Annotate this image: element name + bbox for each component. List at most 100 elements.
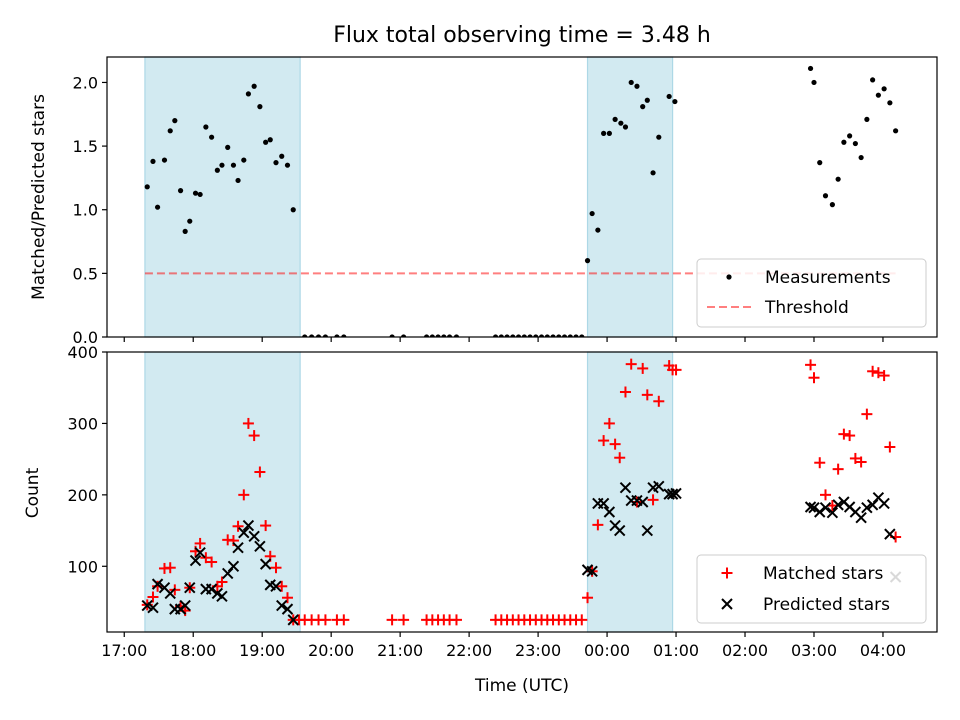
measurement-point [251,83,257,89]
measurement-point [177,188,184,194]
measurement-point [650,170,656,176]
observing-band [144,56,301,338]
predicted-star-point [641,524,654,537]
predicted-star-point [189,554,202,567]
measurement-point [606,130,612,136]
predicted-star-point [276,599,288,612]
matched-star-point [653,395,665,407]
matched-star-point [641,389,653,401]
matched-star-point [819,489,831,501]
measurement-point [209,134,215,140]
measurement-point [214,167,220,173]
measurement-point [498,334,504,337]
predicted-star-point [232,542,244,554]
matched-star-point [232,520,244,532]
measurement-point [453,334,460,337]
y-tick-label: 1.0 [73,201,98,220]
y-tick-label: 0.5 [73,264,98,283]
legend-label-matched: Matched stars [763,564,883,584]
matched-star-point [592,519,604,531]
top-y-axis-label: Matched/Predicted stars [29,94,49,300]
observing-band [586,56,674,338]
matched-star-point [849,452,861,464]
legend-bottom: Matched stars Predicted stars [696,554,927,624]
predicted-star-point [804,501,817,513]
measurement-point [435,334,441,337]
measurement-point [167,128,173,134]
predicted-star-point [884,528,896,540]
measurement-point [847,133,853,139]
matched-star-point [872,367,884,379]
x-tick-label: 00:00 [584,641,630,660]
measurement-point [527,334,533,337]
y-tick-label: 100 [67,557,98,576]
x-tick-label: 02:00 [722,641,768,660]
predicted-star-point [270,580,282,592]
measurement-point [263,139,269,145]
measurement-point [595,227,601,233]
matched-star-point [884,441,896,453]
plot-frame [106,351,938,633]
measurement-point [187,218,193,224]
predicted-star-point [242,519,255,532]
measurement-point [640,104,646,110]
measurement-point [644,97,650,103]
predicted-star-point [586,565,598,577]
legend-label-measurements: Measurements [765,268,891,288]
matched-star-point [609,438,621,450]
predicted-star-point [164,587,176,600]
measurement-point [852,140,858,147]
matched-star-point [832,463,844,475]
x-tick-label: 04:00 [860,641,906,660]
predicted-star-point [254,540,266,552]
measurement-point [235,177,241,184]
measurement-point [492,334,499,337]
matched-star-point [206,556,218,568]
measurement-point [510,334,516,337]
measurement-point [573,334,579,337]
matched-star-point [450,614,462,626]
measurement-point [887,100,893,106]
measurement-point [556,334,562,337]
measurement-point [893,128,899,134]
matched-star-point [855,456,867,468]
measurement-point [601,130,607,136]
matched-star-point [598,435,610,447]
matched-star-point [614,452,626,464]
measurement-point [322,334,329,337]
predicted-star-point [666,488,679,500]
measurement-point [666,93,672,100]
matched-star-point [270,562,282,574]
matched-star-point [164,562,176,574]
measurement-point [618,120,624,126]
measurement-point [225,144,231,150]
measurement-point [835,176,841,182]
matched-star-point [147,591,159,603]
predicted-star-point [281,603,294,615]
measurement-point [864,116,870,122]
measurement-point [533,334,539,337]
predicted-star-point [287,614,299,626]
measurement-point [341,334,347,337]
measurement-point [875,92,881,98]
predicted-star-point [597,497,610,510]
measurement-point [881,86,887,92]
measurement-point [656,134,662,140]
measurement-point [315,334,322,337]
measurement-point [389,334,395,337]
measurement-point [589,210,595,217]
measurement-point [504,334,510,337]
x-tick-label: 03:00 [791,641,837,660]
matched-star-point [582,592,594,604]
matched-star-point [194,537,206,549]
chart-title: Flux total observing time = 3.48 h [333,23,711,48]
matched-star-point [619,386,631,398]
x-tick-label: 18:00 [170,641,216,660]
measurement-point [521,334,527,337]
predicted-star-point [238,527,250,539]
matched-star-point [576,614,588,626]
x-axis-label: Time (UTC) [474,676,569,696]
predicted-star-point [194,547,206,559]
x-tick-label: 23:00 [515,641,561,660]
matched-star-point [647,494,659,506]
